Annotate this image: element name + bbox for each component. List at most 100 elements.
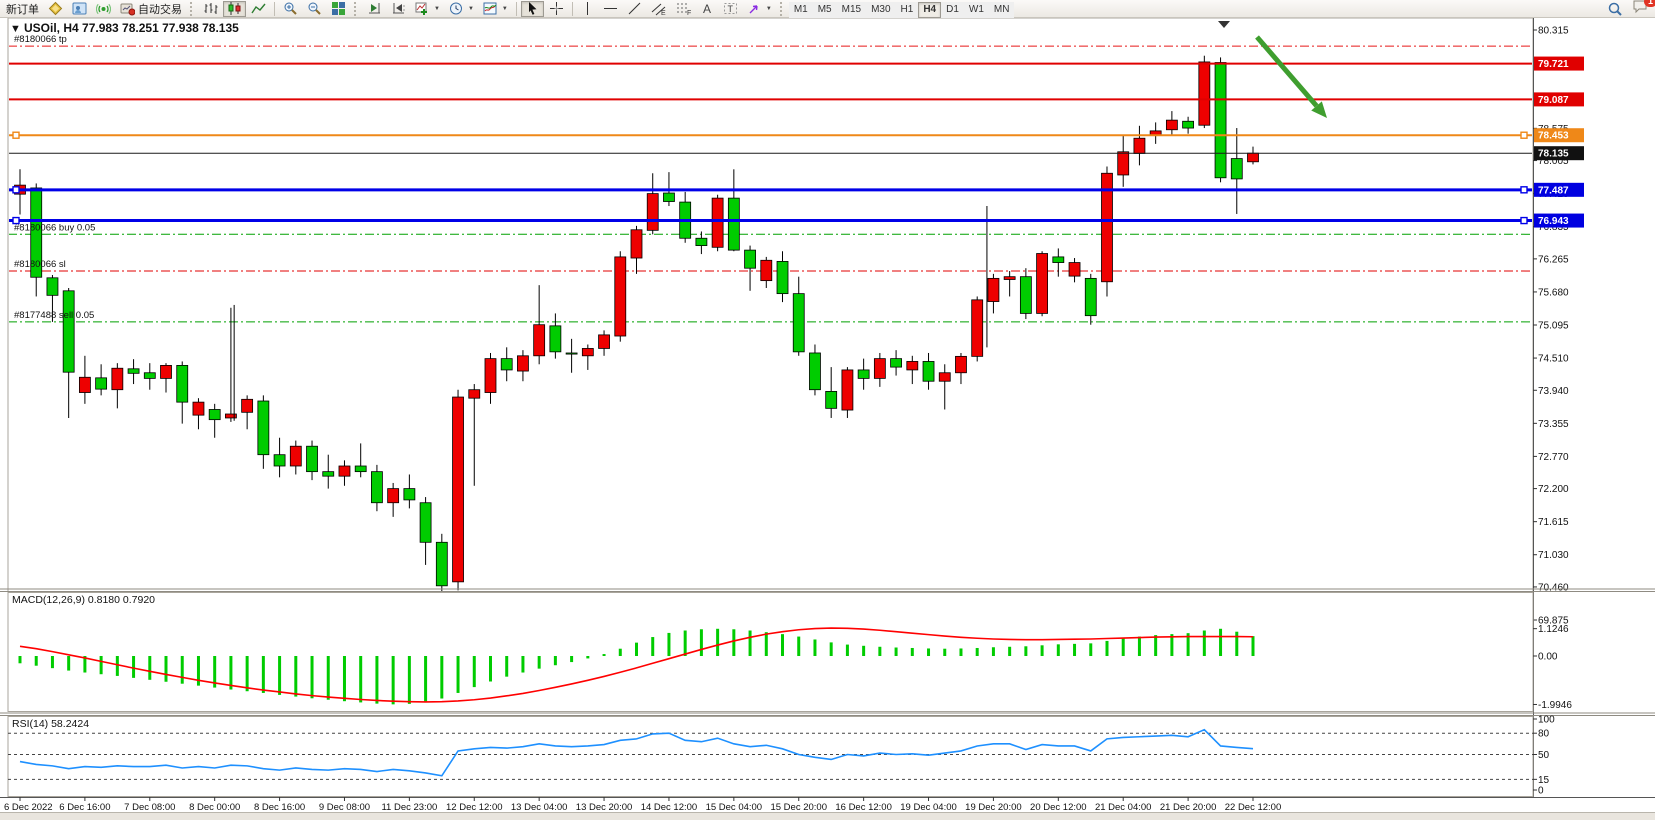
candle-body bbox=[760, 259, 773, 282]
candle-body bbox=[78, 376, 91, 393]
timeframe-M5[interactable]: M5 bbox=[812, 1, 837, 18]
price-tick: 76.265 bbox=[1538, 254, 1569, 265]
main-chart-area[interactable]: #8180066 tp #8180066 buy 0.05 #8180066 sl #… bbox=[8, 34, 1533, 596]
time-label: 22 Dec 12:00 bbox=[1225, 802, 1282, 812]
rsi-pane[interactable] bbox=[7, 716, 1534, 797]
chart-shift-icon[interactable] bbox=[387, 1, 410, 17]
candle-body bbox=[825, 391, 838, 409]
trendline-icon[interactable] bbox=[623, 1, 646, 17]
text-icon[interactable]: A bbox=[697, 1, 718, 17]
timeframe-MN[interactable]: MN bbox=[988, 1, 1015, 18]
price-badge bbox=[1534, 146, 1584, 161]
toolbar-separator bbox=[274, 1, 275, 16]
new-order-icon[interactable] bbox=[44, 1, 67, 17]
zoom-in-icon[interactable] bbox=[279, 1, 302, 17]
window-menu-arrow[interactable]: ▼ bbox=[10, 23, 21, 35]
vertical-line-icon[interactable] bbox=[577, 1, 598, 17]
timeframe-M1[interactable]: M1 bbox=[788, 1, 813, 18]
main-pane[interactable] bbox=[7, 18, 1534, 622]
crosshair-icon[interactable] bbox=[545, 1, 568, 17]
time-label: 8 Dec 16:00 bbox=[254, 802, 305, 812]
line-handle[interactable] bbox=[12, 131, 20, 139]
templates-icon[interactable]: ▼ bbox=[479, 1, 512, 17]
macd-tick: 1.1246 bbox=[1538, 624, 1569, 635]
price-tick: 74.510 bbox=[1538, 354, 1569, 365]
charts-profile-icon[interactable] bbox=[68, 1, 91, 17]
rsi-tick: 100 bbox=[1538, 715, 1555, 726]
candle-body bbox=[1133, 137, 1146, 154]
arrow-annotation[interactable] bbox=[1255, 35, 1327, 118]
price-tick: 72.770 bbox=[1538, 452, 1569, 463]
line-handle[interactable] bbox=[1520, 131, 1528, 139]
line-handle[interactable] bbox=[12, 216, 20, 225]
toolbar-separator bbox=[515, 1, 517, 16]
candle-body bbox=[257, 400, 270, 456]
candle-body bbox=[322, 471, 335, 477]
line-handle[interactable] bbox=[1520, 186, 1528, 194]
text-label-icon[interactable]: T bbox=[719, 1, 742, 17]
zoom-out-icon[interactable] bbox=[303, 1, 326, 17]
search-icon[interactable] bbox=[1603, 1, 1627, 17]
chat-badge: 1 bbox=[1644, 0, 1655, 7]
rsi-tick: 0 bbox=[1538, 786, 1544, 797]
cursor-icon[interactable] bbox=[520, 0, 544, 17]
new-chart-icon[interactable]: ▼ bbox=[411, 1, 444, 17]
chart-shift-marker[interactable] bbox=[1218, 21, 1230, 28]
candle-body bbox=[208, 409, 221, 421]
new-order-button[interactable]: 新订单 bbox=[2, 1, 43, 17]
line-chart-icon[interactable] bbox=[247, 1, 270, 17]
macd-pane[interactable] bbox=[7, 592, 1534, 712]
autotrade-icon bbox=[120, 3, 135, 16]
candle-body bbox=[143, 372, 156, 379]
candle-body bbox=[1198, 61, 1211, 126]
ohlc-bars-icon[interactable] bbox=[199, 1, 222, 17]
auto-scroll-icon[interactable] bbox=[363, 1, 386, 17]
price-tick: 75.095 bbox=[1538, 320, 1569, 331]
time-label: 13 Dec 04:00 bbox=[511, 802, 568, 812]
timeframe-M30[interactable]: M30 bbox=[866, 1, 896, 18]
horizontal-line-icon[interactable] bbox=[599, 1, 622, 17]
time-label: 14 Dec 12:00 bbox=[641, 802, 698, 812]
arrows-icon[interactable]: ▼ bbox=[743, 1, 776, 17]
time-label: 9 Dec 08:00 bbox=[319, 802, 370, 812]
timeframe-M15[interactable]: M15 bbox=[836, 1, 867, 18]
tile-windows-icon[interactable] bbox=[327, 1, 350, 17]
toolbar-grip bbox=[190, 1, 195, 16]
candle-body bbox=[468, 389, 481, 399]
candle-body bbox=[435, 541, 448, 587]
autotrade-button[interactable]: 自动交易 bbox=[116, 1, 186, 17]
candle-body bbox=[111, 367, 124, 391]
price-badge-value: 77.487 bbox=[1538, 185, 1569, 196]
candle-body bbox=[1230, 158, 1243, 180]
time-label: 6 Dec 2022 bbox=[4, 802, 53, 812]
price-tick: 75.680 bbox=[1538, 287, 1569, 298]
candle-body bbox=[1036, 253, 1048, 314]
svg-text:E: E bbox=[661, 10, 666, 16]
candle-body bbox=[1247, 152, 1259, 163]
time-label: 12 Dec 12:00 bbox=[446, 802, 503, 812]
timeframe-D1[interactable]: D1 bbox=[941, 1, 964, 18]
signal-icon[interactable] bbox=[92, 1, 115, 17]
fibonacci-icon[interactable]: F bbox=[672, 1, 696, 17]
price-tick: 76.835 bbox=[1538, 222, 1569, 233]
timeframe-H4[interactable]: H4 bbox=[918, 1, 942, 18]
timeframe-H1[interactable]: H1 bbox=[895, 1, 919, 18]
toolbar: 新订单 自动交易 bbox=[0, 0, 1655, 18]
channel-icon[interactable]: E bbox=[647, 1, 671, 17]
candlesticks-icon[interactable] bbox=[223, 0, 246, 17]
line-handle[interactable] bbox=[12, 186, 20, 194]
candle-body bbox=[614, 256, 627, 337]
time-label: 16 Dec 12:00 bbox=[835, 802, 892, 812]
periods-icon[interactable]: ▼ bbox=[445, 1, 478, 17]
candle-body bbox=[371, 471, 383, 504]
order-label: #8177488 sell 0.05 bbox=[14, 310, 94, 321]
chart-canvas[interactable]: #8180066 tp #8180066 buy 0.05 #8180066 sl #… bbox=[0, 18, 1655, 812]
candle-body bbox=[565, 352, 578, 355]
candle-body bbox=[581, 348, 594, 357]
line-handle[interactable] bbox=[1520, 216, 1528, 225]
candle-body bbox=[1101, 172, 1113, 283]
candle-body bbox=[792, 293, 805, 353]
timeframe-W1[interactable]: W1 bbox=[963, 1, 989, 18]
candle-body bbox=[419, 502, 432, 543]
